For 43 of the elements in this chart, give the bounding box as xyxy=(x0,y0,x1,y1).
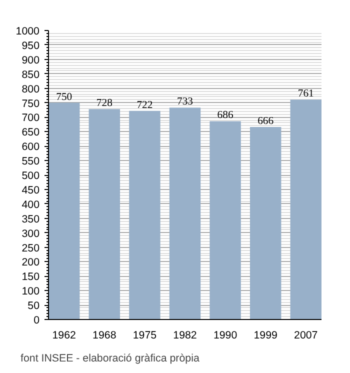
data-label: 761 xyxy=(298,88,314,100)
x-tick-label: 1968 xyxy=(92,330,116,342)
data-label: 666 xyxy=(258,116,274,128)
data-label: 728 xyxy=(96,98,112,110)
y-tick-label: 100 xyxy=(22,286,40,298)
y-tick-label: 0 xyxy=(34,314,40,326)
data-label: 750 xyxy=(56,92,72,103)
y-tick-label: 750 xyxy=(22,98,40,110)
y-tick-label: 850 xyxy=(22,68,40,81)
x-tick-label: 1982 xyxy=(173,330,197,342)
x-tick-label: 2007 xyxy=(294,330,318,342)
y-tick-label: 200 xyxy=(22,256,40,269)
data-label: 722 xyxy=(136,100,153,111)
bar xyxy=(48,102,80,320)
y-tick-label: 800 xyxy=(22,83,40,96)
y-tick-label: 300 xyxy=(22,228,40,240)
text: font INSEE - elaboració gràfica pròpia xyxy=(20,352,200,364)
x-tick-label: 1999 xyxy=(254,330,278,342)
y-tick-label: 900 xyxy=(22,54,40,66)
y-tick-label: 950 xyxy=(22,40,40,52)
y-tick-label: 600 xyxy=(22,141,40,154)
bar xyxy=(169,108,201,320)
x-tick-label: 1990 xyxy=(213,330,238,342)
y-tick-label: 1000 xyxy=(16,26,40,38)
bar xyxy=(250,127,282,320)
x-tick-label: 1962 xyxy=(52,330,76,342)
y-tick-label: 150 xyxy=(22,271,40,284)
y-tick-label: 500 xyxy=(22,170,40,182)
x-tick-label: 1975 xyxy=(132,330,157,342)
y-tick-label: 450 xyxy=(22,184,40,196)
y-tick-label: 650 xyxy=(22,126,40,139)
data-label: 686 xyxy=(217,110,234,122)
y-tick-label: 250 xyxy=(22,242,40,254)
bar xyxy=(88,109,120,320)
data-label: 733 xyxy=(177,96,193,108)
y-tick-label: 550 xyxy=(22,156,40,168)
y-tick-label: 700 xyxy=(22,112,40,124)
bar xyxy=(129,110,160,320)
y-tick-label: 400 xyxy=(22,198,40,211)
bar xyxy=(290,100,322,320)
y-tick-label: 50 xyxy=(28,300,40,312)
bar xyxy=(210,121,241,320)
y-tick-label: 350 xyxy=(22,213,40,226)
